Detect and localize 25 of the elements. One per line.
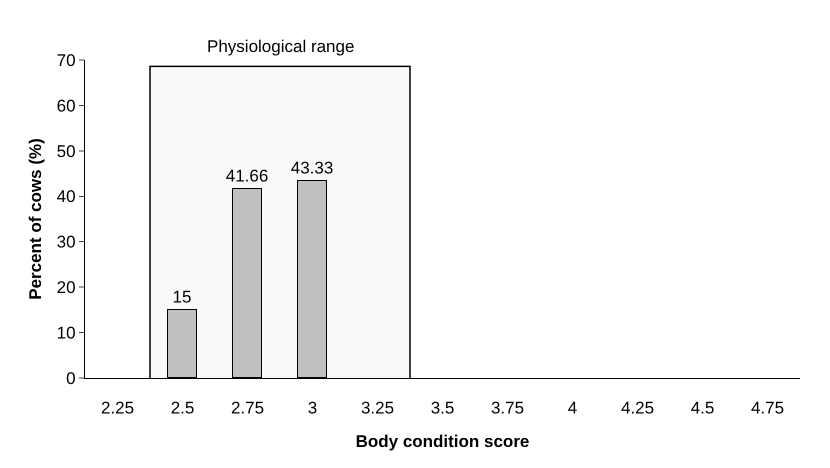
x-tick-label: 2.5 — [170, 398, 194, 418]
x-tick-label: 4.75 — [750, 398, 784, 418]
data-label: 43.33 — [290, 158, 334, 178]
x-tick-label: 2.25 — [100, 398, 134, 418]
data-label: 41.66 — [226, 166, 268, 186]
data-label: 15 — [172, 288, 192, 306]
y-tick-label: 30 — [56, 232, 76, 252]
x-tick-label: 3 — [308, 398, 318, 418]
y-tick-label: 0 — [66, 368, 76, 388]
y-tick-label: 60 — [56, 96, 76, 116]
x-tick-label: 3.75 — [490, 398, 524, 418]
x-tick-label: 4.25 — [620, 398, 654, 418]
y-tick-label: 70 — [56, 50, 76, 70]
x-tick-label: 2.75 — [230, 398, 264, 418]
band-label: Physiological range — [207, 37, 354, 56]
y-axis-title: Percent of cows (%) — [26, 138, 45, 300]
x-axis-title: Body condition score — [356, 432, 530, 451]
x-tick-label: 4 — [568, 398, 578, 418]
y-tick-label: 20 — [56, 278, 76, 298]
x-tick-label: 3.25 — [360, 398, 394, 418]
x-tick-label: 4.5 — [690, 398, 714, 418]
y-tick-label: 40 — [56, 187, 76, 206]
x-tick-label: 3.5 — [430, 398, 454, 418]
y-tick-label: 10 — [56, 324, 76, 343]
y-tick-label: 50 — [56, 142, 76, 161]
